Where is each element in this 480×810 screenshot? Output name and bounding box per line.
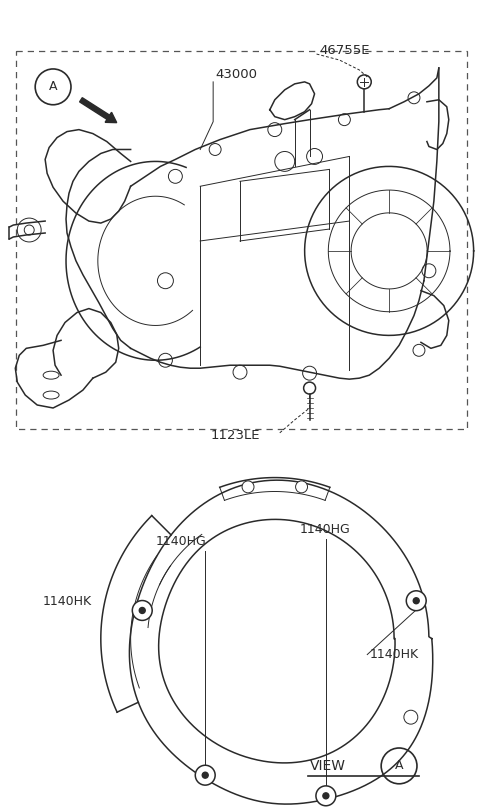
Circle shape — [406, 590, 426, 611]
Circle shape — [132, 600, 152, 620]
Text: VIEW: VIEW — [310, 759, 346, 773]
Circle shape — [195, 765, 215, 785]
Text: 46755E: 46755E — [320, 44, 370, 57]
Text: 1140HK: 1140HK — [369, 648, 419, 661]
Text: 1123LE: 1123LE — [210, 429, 260, 442]
Text: A: A — [49, 80, 57, 93]
Circle shape — [413, 598, 419, 603]
Circle shape — [296, 481, 308, 492]
Circle shape — [316, 786, 336, 806]
Text: A: A — [395, 760, 403, 773]
Circle shape — [323, 793, 329, 799]
Circle shape — [139, 608, 145, 613]
Text: 1140HG: 1140HG — [300, 522, 350, 535]
Text: 1140HK: 1140HK — [43, 595, 92, 608]
Circle shape — [242, 481, 254, 492]
Circle shape — [202, 772, 208, 778]
Text: 1140HG: 1140HG — [156, 535, 206, 548]
Circle shape — [404, 710, 418, 724]
Text: 43000: 43000 — [215, 68, 257, 82]
FancyArrow shape — [80, 98, 117, 122]
